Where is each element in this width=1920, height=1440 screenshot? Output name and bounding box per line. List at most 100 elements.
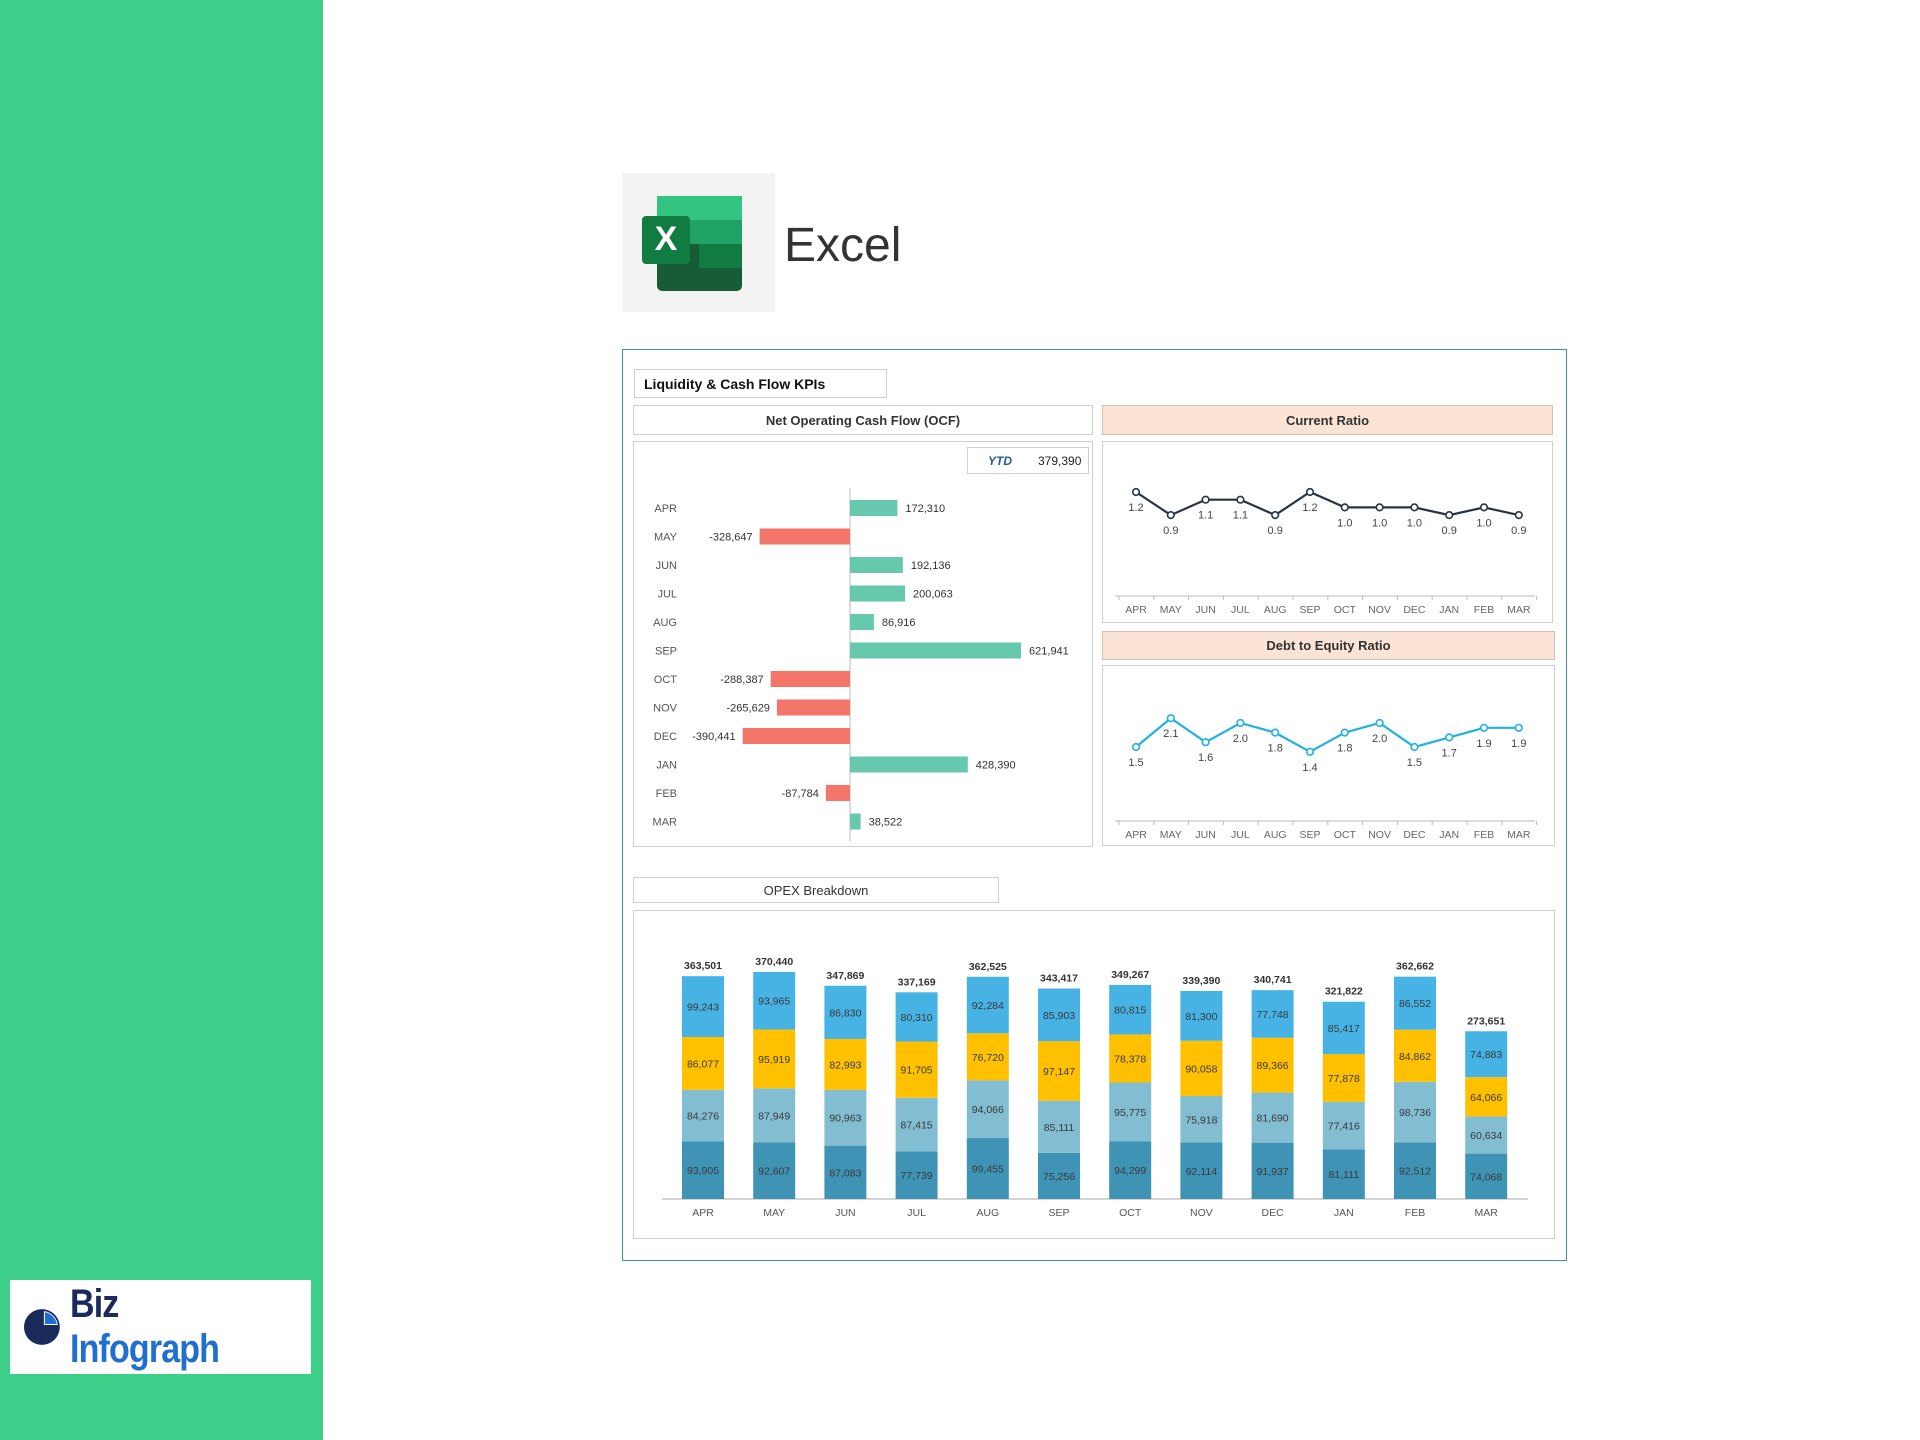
opex-total-label: 337,169 bbox=[898, 976, 936, 988]
opex-segment-label: 85,903 bbox=[1043, 1010, 1075, 1022]
opex-segment-label: 78,378 bbox=[1114, 1053, 1146, 1065]
data-point bbox=[1271, 728, 1280, 737]
ocf-month-label: MAY bbox=[654, 532, 678, 544]
ocf-value-label: -87,784 bbox=[782, 788, 819, 800]
opex-month-label: NOV bbox=[1190, 1207, 1213, 1219]
ocf-bar bbox=[850, 642, 1022, 659]
opex-segment bbox=[753, 1142, 796, 1199]
month-label: AUG bbox=[1264, 829, 1287, 841]
opex-total-label: 363,501 bbox=[684, 960, 722, 972]
data-label: 0.9 bbox=[1511, 525, 1526, 537]
ocf-month-label: JAN bbox=[656, 760, 677, 772]
ocf-bar bbox=[825, 785, 850, 801]
opex-segment bbox=[824, 1038, 867, 1090]
data-label: 0.9 bbox=[1442, 525, 1457, 537]
opex-segment bbox=[1180, 1095, 1223, 1143]
opex-segment-label: 77,748 bbox=[1257, 1009, 1289, 1021]
opex-segment bbox=[682, 1089, 724, 1142]
month-label: SEP bbox=[1299, 604, 1320, 616]
pie-logo-icon bbox=[23, 1309, 60, 1345]
data-point bbox=[1340, 503, 1349, 512]
opex-total-label: 343,417 bbox=[1040, 972, 1078, 984]
opex-segment-label: 92,607 bbox=[758, 1166, 790, 1178]
dashboard-frame bbox=[622, 349, 1567, 1261]
data-label: 1.9 bbox=[1511, 738, 1526, 750]
opex-segment-label: 81,300 bbox=[1185, 1011, 1217, 1023]
month-label: MAY bbox=[1160, 829, 1182, 841]
month-label: DEC bbox=[1403, 829, 1426, 841]
month-label: JUL bbox=[1231, 604, 1250, 616]
current-ratio-chart: 1.2 APR 0.9 MAY 1.1 JUN 1.1 JUL 0.9 AUG 1.2 SEP 1.0 O… bbox=[1115, 487, 1538, 616]
opex-segment bbox=[1394, 1142, 1436, 1199]
ocf-bar bbox=[850, 614, 874, 630]
opex-segment bbox=[1394, 976, 1436, 1030]
opex-segment-label: 87,415 bbox=[901, 1120, 933, 1132]
ocf-value-label: 192,136 bbox=[911, 560, 951, 572]
opex-segment-label: 99,243 bbox=[687, 1002, 719, 1014]
data-label: 1.0 bbox=[1476, 517, 1491, 529]
opex-total-label: 362,525 bbox=[969, 961, 1007, 973]
opex-segment bbox=[1180, 1040, 1223, 1096]
month-label: MAR bbox=[1507, 604, 1531, 616]
opex-segment-label: 82,993 bbox=[829, 1059, 861, 1071]
month-label: OCT bbox=[1334, 829, 1357, 841]
opex-segment bbox=[1109, 1082, 1152, 1142]
opex-segment-label: 93,965 bbox=[758, 996, 790, 1008]
data-point bbox=[1445, 510, 1454, 520]
opex-segment bbox=[895, 1041, 938, 1098]
data-label: 1.1 bbox=[1233, 510, 1248, 522]
ytd-box: YTD 379,390 bbox=[967, 447, 1089, 474]
data-point bbox=[1236, 718, 1245, 728]
opex-segment-label: 86,552 bbox=[1399, 998, 1431, 1010]
opex-segment-label: 89,366 bbox=[1257, 1060, 1289, 1072]
opex-segment-label: 81,690 bbox=[1257, 1113, 1289, 1125]
opex-segment-label: 85,417 bbox=[1328, 1023, 1360, 1035]
data-label: 1.5 bbox=[1407, 757, 1422, 769]
opex-segment-label: 60,634 bbox=[1470, 1130, 1502, 1142]
data-label: 1.8 bbox=[1337, 743, 1352, 755]
opex-segment-label: 86,077 bbox=[687, 1058, 719, 1070]
opex-segment bbox=[1322, 1101, 1365, 1150]
ocf-header: Net Operating Cash Flow (OCF) bbox=[633, 405, 1093, 435]
opex-segment-label: 93,905 bbox=[687, 1165, 719, 1177]
svg-text:X: X bbox=[655, 220, 678, 258]
ocf-value-label: 621,941 bbox=[1029, 646, 1069, 658]
data-label: 1.4 bbox=[1302, 762, 1317, 774]
ocf-bar bbox=[850, 756, 968, 773]
ocf-chart: APR 172,310 MAY -328,647 JUN 192,136 JUL 200,06… bbox=[653, 488, 1069, 842]
opex-segment bbox=[1322, 1001, 1365, 1055]
debt-equity-chart: 1.5 APR 2.1 MAY 1.6 JUN 2.0 JUL 1.8 AUG 1.4 SEP 1.8 O… bbox=[1115, 714, 1538, 841]
opex-segment bbox=[1251, 990, 1294, 1038]
data-point bbox=[1271, 510, 1280, 520]
data-point bbox=[1236, 495, 1245, 504]
opex-segment bbox=[1038, 1152, 1080, 1199]
month-label: FEB bbox=[1474, 829, 1494, 841]
ocf-panel: APR 172,310 MAY -328,647 JUN 192,136 JUL 200,06… bbox=[633, 441, 1093, 847]
opex-segment-label: 92,284 bbox=[972, 1000, 1004, 1012]
data-label: 1.2 bbox=[1128, 502, 1143, 514]
opex-segment bbox=[682, 1141, 724, 1199]
ytd-value: 379,390 bbox=[1038, 453, 1082, 468]
opex-segment bbox=[753, 1088, 796, 1143]
opex-segment-label: 92,114 bbox=[1186, 1166, 1217, 1178]
logo-text-infograph: Infograph bbox=[69, 1327, 220, 1371]
opex-segment-label: 75,256 bbox=[1043, 1171, 1075, 1183]
data-point bbox=[1514, 510, 1523, 520]
opex-segment-label: 74,883 bbox=[1470, 1049, 1502, 1061]
opex-segment bbox=[966, 1080, 1009, 1139]
data-point bbox=[1375, 503, 1384, 512]
opex-segment bbox=[966, 976, 1009, 1034]
opex-segment bbox=[1038, 1041, 1080, 1101]
opex-segment bbox=[1038, 1100, 1080, 1153]
data-label: 0.9 bbox=[1163, 525, 1178, 537]
month-label: MAR bbox=[1507, 829, 1531, 841]
opex-segment-label: 84,862 bbox=[1399, 1051, 1431, 1063]
opex-segment-label: 85,111 bbox=[1044, 1122, 1075, 1134]
opex-segment-label: 95,919 bbox=[758, 1054, 790, 1066]
month-label: FEB bbox=[1474, 604, 1494, 616]
opex-total-label: 339,390 bbox=[1182, 975, 1220, 987]
month-label: JAN bbox=[1439, 604, 1459, 616]
data-label: 2.0 bbox=[1372, 733, 1387, 745]
opex-month-label: JAN bbox=[1334, 1207, 1354, 1219]
ocf-value-label: 200,063 bbox=[913, 589, 953, 601]
